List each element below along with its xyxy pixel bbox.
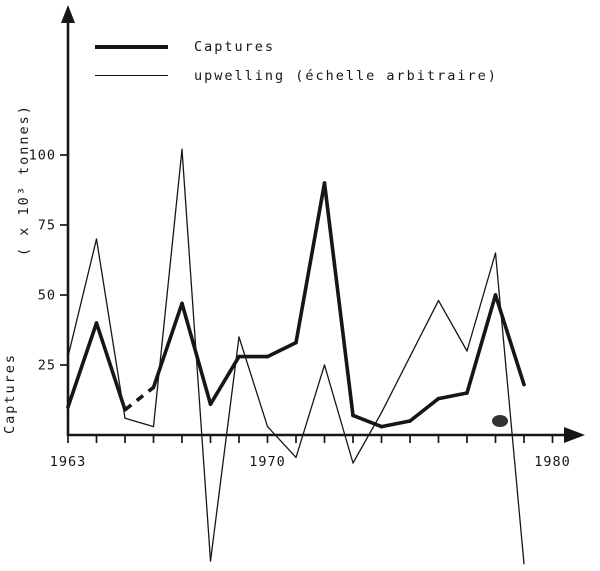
series-upwelling-segment: [67, 238, 98, 358]
y-tick-label: 25: [38, 358, 56, 374]
series-upwelling-segment: [152, 148, 183, 428]
series-upwelling-segment: [266, 425, 297, 459]
series-upwelling-segment: [352, 411, 383, 464]
series-captures-segment: [208, 354, 241, 407]
y-tick-label: 50: [38, 288, 56, 304]
ink-smudge: [492, 415, 508, 427]
series-captures-segment: [151, 301, 184, 390]
legend-item-captures: Captures: [95, 38, 498, 55]
y-axis-title: Captures: [2, 352, 18, 434]
legend-label-captures: Captures: [194, 38, 276, 55]
y-axis-unit-label: ( x 10³ tonnes): [16, 104, 32, 256]
x-tick-label: 1980: [534, 454, 571, 470]
series-captures-segment: [465, 293, 498, 395]
series-upwelling-segment: [209, 336, 240, 562]
y-tick-label: 75: [38, 218, 56, 234]
legend-label-upwelling: upwelling (échelle arbitraire): [194, 67, 498, 84]
x-tick-label: 1970: [249, 454, 286, 470]
series-captures-segment: [322, 181, 355, 418]
x-tick-label: 1963: [50, 454, 87, 470]
series-upwelling-segment: [95, 238, 126, 419]
series-captures-segment: [379, 419, 412, 429]
series-captures-segment: [294, 181, 327, 345]
series-upwelling-segment: [124, 417, 155, 428]
series-upwelling-segment: [238, 336, 269, 428]
series-upwelling-segment: [409, 299, 440, 358]
chart-legend: Captures upwelling (échelle arbitraire): [95, 38, 498, 84]
series-captures-segment: [94, 321, 127, 412]
series-captures-segment: [436, 391, 469, 401]
series-captures-segment: [265, 340, 298, 359]
series-captures-segment: [493, 293, 526, 387]
series-upwelling-segment: [380, 355, 411, 414]
series-upwelling-segment: [494, 252, 525, 565]
x-axis-arrow-icon: [564, 427, 585, 443]
series-upwelling-segment: [181, 148, 212, 562]
y-tick-label: 100: [29, 148, 56, 164]
series-captures-segment: [66, 321, 99, 409]
series-upwelling-segment: [295, 364, 326, 459]
thin-line-sample-icon: [95, 74, 168, 77]
series-upwelling-segment: [437, 299, 468, 352]
series-captures-segment: [408, 396, 441, 423]
series-upwelling-segment: [466, 252, 497, 352]
legend-item-upwelling: upwelling (échelle arbitraire): [95, 67, 498, 84]
series-captures-segment: [123, 385, 155, 412]
y-axis-arrow-icon: [61, 5, 75, 23]
series-captures-segment: [351, 413, 384, 429]
series-upwelling-segment: [323, 364, 354, 464]
thick-line-sample-icon: [95, 44, 168, 49]
